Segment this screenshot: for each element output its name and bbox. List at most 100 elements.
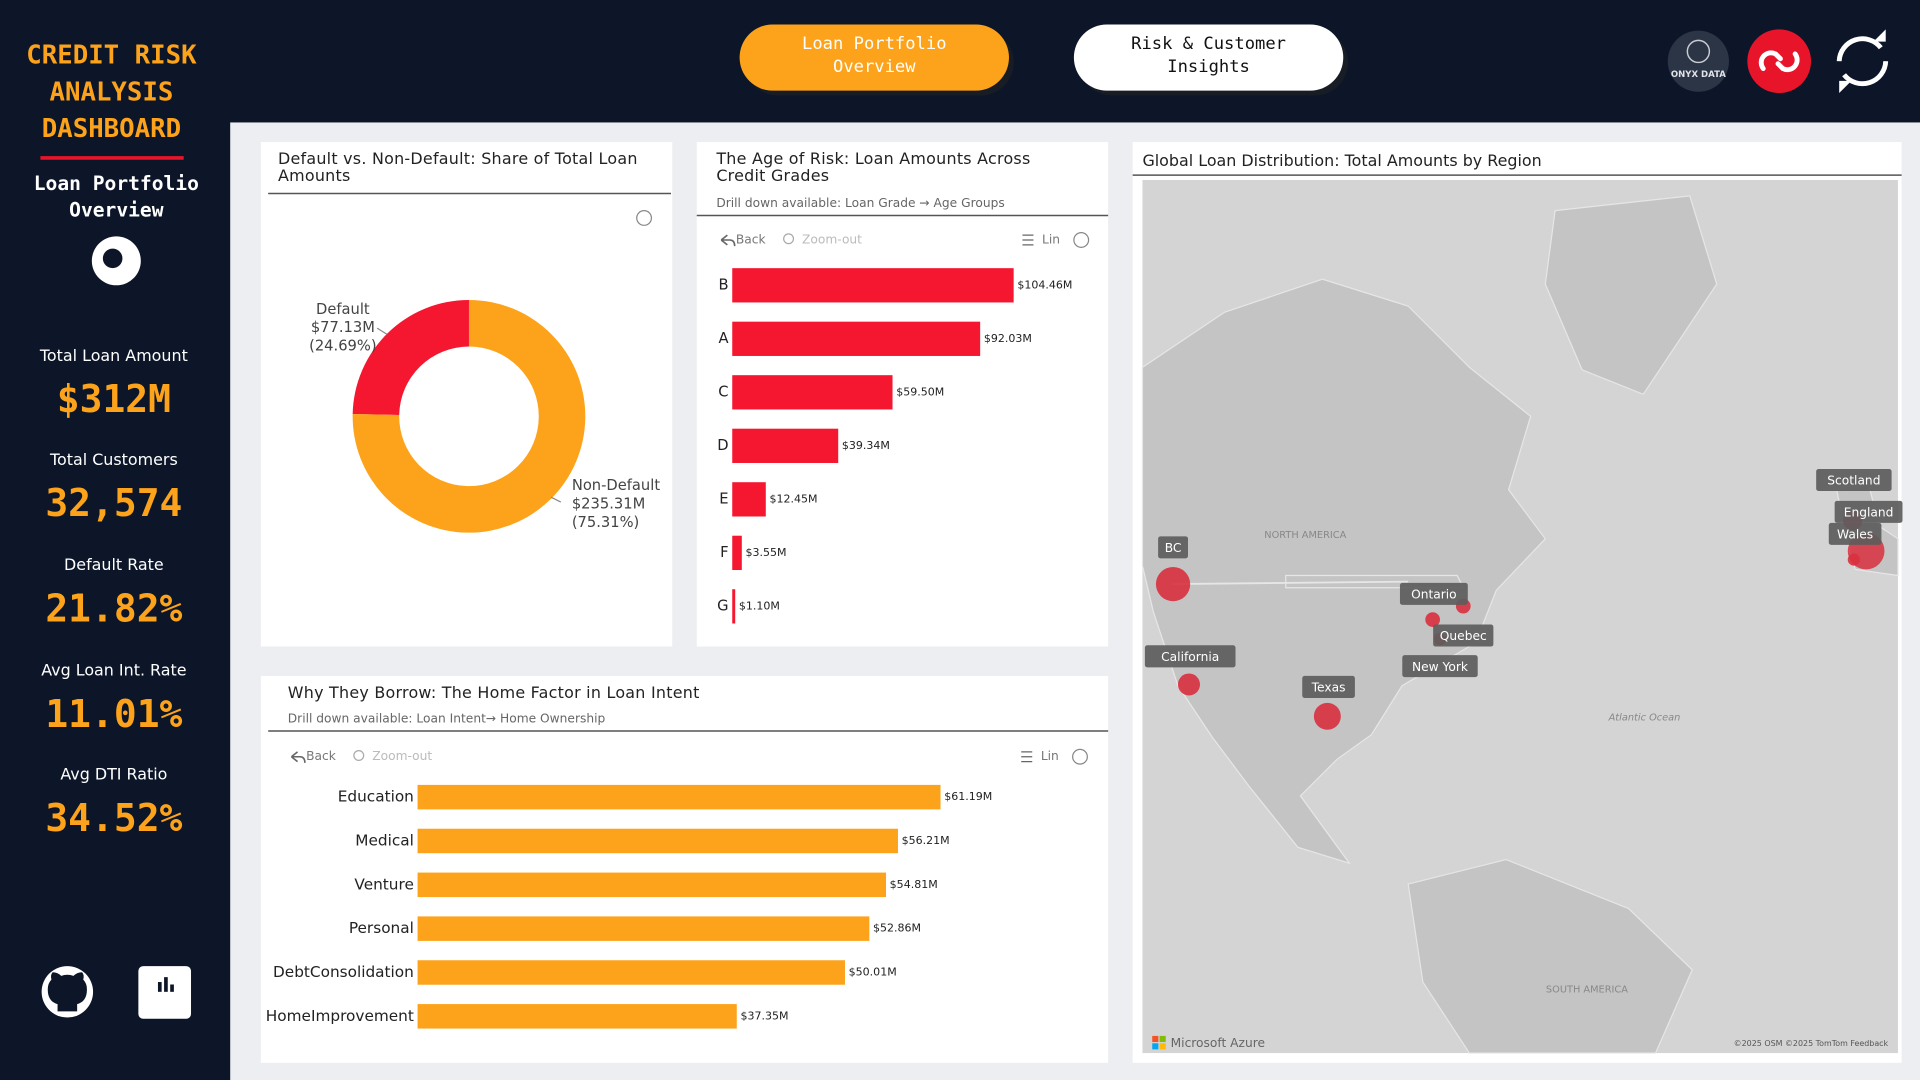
category-label: Venture	[354, 875, 413, 893]
region-label-bg	[1816, 468, 1892, 492]
page-subtitle: Loan Portfolio Overview	[33, 171, 199, 222]
analytics-glyph	[157, 982, 162, 992]
category-label: Medical	[355, 831, 414, 849]
category-label: C	[718, 383, 728, 400]
bar[interactable]	[417, 872, 887, 898]
bar[interactable]	[417, 960, 845, 985]
category-label: HomeImprovement	[266, 1007, 414, 1025]
region-bubble[interactable]	[1425, 612, 1440, 627]
region-label: Wales	[1837, 528, 1873, 542]
bar[interactable]	[732, 268, 1014, 303]
chart-title: The Age of Risk: Loan Amounts Across Cre…	[716, 151, 1031, 187]
donut-slice[interactable]	[352, 300, 586, 533]
link-icon	[1758, 50, 1800, 73]
list-icon	[1022, 234, 1034, 246]
tab-label-box: Loan Portfolio Overview	[802, 34, 947, 78]
region-label: Quebec	[1440, 629, 1487, 643]
bar[interactable]	[417, 828, 898, 854]
bar[interactable]	[732, 428, 839, 463]
kpi-label: Total Loan Amount	[39, 346, 188, 365]
value-label: $61.19M	[944, 790, 992, 803]
place-label: SOUTH AMERICA	[1546, 984, 1628, 995]
region-label-bg	[1158, 536, 1188, 559]
region-label-bg	[1433, 624, 1494, 647]
slice-label: Default	[316, 301, 370, 318]
brand-name: ONYX DATA	[1671, 70, 1726, 80]
category-label: B	[718, 276, 728, 293]
dashboard-title-box: CREDIT RISK ANALYSIS DASHBOARD	[26, 40, 196, 143]
category-label: Personal	[349, 919, 414, 937]
donut-slice[interactable]	[352, 300, 469, 415]
scale-button[interactable]: Lin	[1041, 749, 1059, 763]
map-attribution: ©2025 OSM ©2025 TomTom Feedback	[1734, 1039, 1889, 1048]
category-label: Education	[338, 788, 414, 806]
portfolio-glyph	[102, 248, 123, 269]
refresh-icon[interactable]	[1836, 36, 1889, 87]
place-label: Atlantic Ocean	[1608, 713, 1681, 724]
map-land	[1407, 858, 1693, 1054]
chart-title: Why They Borrow: The Home Factor in Loan…	[287, 685, 700, 703]
map-land	[1544, 195, 1718, 396]
leader-line	[550, 496, 562, 503]
slice-value: $77.13M	[311, 319, 375, 336]
tab[interactable]	[1073, 24, 1344, 91]
map-title: Global Loan Distribution: Total Amounts …	[1142, 151, 1541, 170]
bar[interactable]	[417, 784, 941, 810]
region-bubble[interactable]	[1313, 702, 1341, 730]
github-glyph	[47, 972, 87, 1012]
tab-label-box: Risk & Customer Insights	[1131, 34, 1286, 78]
map[interactable]	[1141, 180, 1899, 1054]
tab-label[interactable]: Loan Portfolio Overview	[802, 34, 947, 78]
scale-button[interactable]: Lin	[1042, 233, 1060, 247]
ms-logo	[1159, 1035, 1166, 1043]
tab-active[interactable]	[739, 24, 1009, 91]
map-border	[1173, 580, 1409, 585]
chart-title: Default vs. Non-Default: Share of Total …	[277, 151, 638, 187]
analytics-icon[interactable]	[138, 966, 192, 1019]
region-label: New York	[1412, 660, 1469, 674]
back-button[interactable]: Back	[306, 749, 337, 763]
bar[interactable]	[732, 482, 766, 517]
kpi-value: 32,574	[45, 481, 182, 525]
region-bubble[interactable]	[1177, 673, 1200, 696]
chart-title-box: The Age of Risk: Loan Amounts Across Cre…	[716, 151, 1031, 187]
chart-title-box: Why They Borrow: The Home Factor in Loan…	[287, 685, 700, 703]
ms-logo	[1152, 1035, 1159, 1043]
bar[interactable]	[417, 916, 870, 941]
panel	[260, 142, 673, 647]
region-label: England	[1844, 506, 1894, 520]
map-provider: Microsoft Azure	[1171, 1036, 1265, 1050]
list-icon	[1021, 751, 1033, 763]
ms-logo	[1159, 1043, 1166, 1050]
region-label-bg	[1399, 582, 1468, 605]
category-label: D	[717, 437, 728, 454]
bar[interactable]	[732, 375, 893, 410]
slice-label: Non-Default	[572, 477, 660, 494]
value-label: $50.01M	[849, 965, 897, 978]
category-label: DebtConsolidation	[273, 963, 414, 981]
region-label: Texas	[1311, 681, 1346, 695]
region-bubble[interactable]	[1155, 566, 1191, 602]
category-label: F	[720, 544, 728, 561]
bar[interactable]	[732, 321, 981, 356]
region-label-bg	[1144, 645, 1236, 668]
tab-label[interactable]: Risk & Customer Insights	[1131, 34, 1286, 78]
kpi-value: 11.01%	[45, 692, 182, 736]
bar[interactable]	[732, 589, 736, 624]
brand-logo[interactable]	[1667, 30, 1729, 92]
link-button[interactable]	[1747, 29, 1812, 94]
region-label: BC	[1165, 541, 1182, 555]
zoom-out-button: Zoom-out	[372, 749, 432, 763]
bar[interactable]	[417, 1004, 737, 1029]
slice-percent: (75.31%)	[572, 514, 639, 531]
region-bubble[interactable]	[1847, 553, 1860, 566]
ms-logo	[1152, 1043, 1159, 1050]
value-label: $3.55M	[745, 546, 786, 559]
brand-icon	[1686, 39, 1711, 64]
zoom-icon	[353, 750, 365, 762]
value-label: $39.34M	[842, 439, 890, 452]
bar[interactable]	[732, 535, 742, 570]
back-button[interactable]: Back	[736, 233, 767, 247]
